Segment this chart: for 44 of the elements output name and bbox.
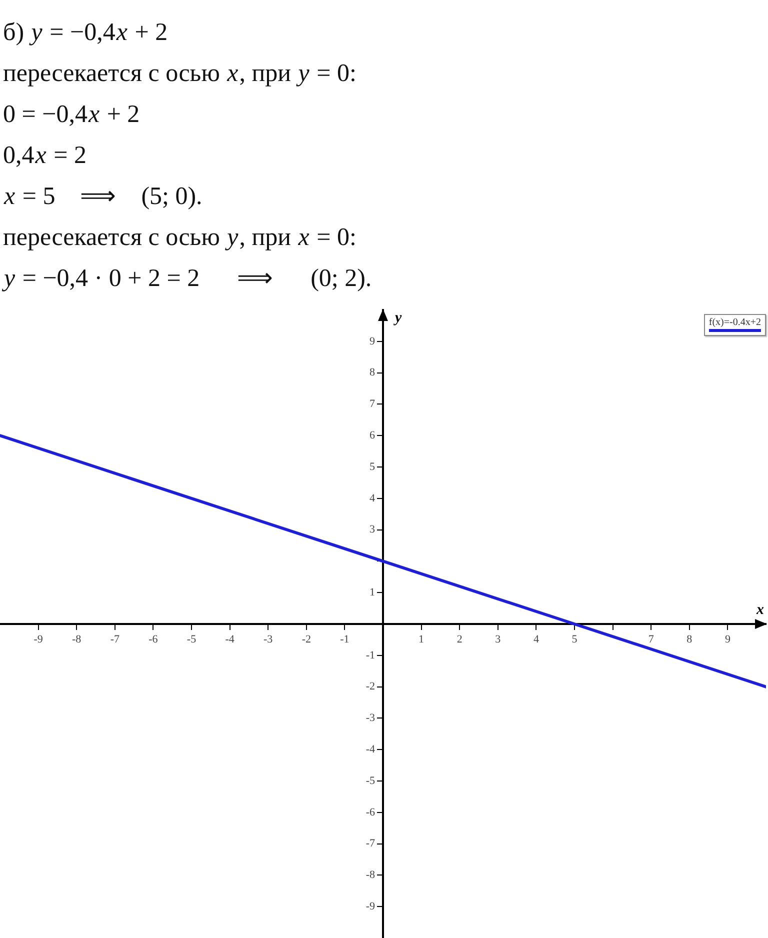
text: 0 = −0,4x + 2 [3,100,141,130]
x-tick-label: -3 [264,633,274,646]
y-tick-label: -8 [366,869,376,882]
y-tick-label: -4 [366,743,376,756]
y-tick-label: 6 [370,429,376,442]
x-tick-label: -9 [34,633,44,646]
x-tick-label: -4 [225,633,235,646]
y-tick-label: 3 [370,524,376,536]
y-tick-label: 5 [370,460,376,473]
x-tick-label: -2 [302,633,311,646]
text: пересекается с осью y, при x = 0: [3,223,358,253]
y-tick-label: -9 [366,900,376,912]
x-tick-label: 2 [456,633,462,646]
chart-title: б) y = −0,4x + 2 [3,18,169,48]
text: 0,4x = 2 [3,141,88,171]
y-tick-label: 9 [370,335,376,348]
x-tick-label: 5 [572,633,578,646]
x-tick-label: -1 [340,633,350,646]
y-tick-label: 4 [370,492,376,504]
x-tick-label: 4 [533,633,540,646]
y-tick-label: -7 [366,838,376,850]
x-tick-label: -6 [148,633,158,646]
text: x = 5 ⟹ (5; 0). [3,182,204,212]
y-tick-label: -1 [366,649,375,662]
x-tick-label: 8 [686,633,693,646]
y-tick-label: 7 [370,398,376,410]
text: пересекается с осью x, при y = 0: [3,59,358,89]
x-tick-label: 7 [648,633,654,646]
y-tick-label: 8 [370,366,376,379]
x-tick-label: -5 [186,633,197,646]
text: f(x)=-0.4x+2 [708,317,761,328]
x-tick-label: 1 [418,633,424,646]
y-tick-label: -3 [366,712,376,724]
x-tick-label: -8 [72,633,82,646]
x-tick-label: 9 [724,633,731,646]
y-tick-label: 1 [370,586,375,598]
y-axis-title: y [393,310,402,326]
text: y = −0,4 · 0 + 2 = 2 ⟹ (0; 2). [3,264,373,294]
x-tick-label: -7 [110,633,120,646]
x-axis-title: x [756,602,764,618]
y-tick-label: -2 [366,680,375,693]
x-tick-label: 3 [495,633,502,646]
y-tick-label: -6 [366,806,376,818]
y-tick-label: -5 [366,774,376,787]
